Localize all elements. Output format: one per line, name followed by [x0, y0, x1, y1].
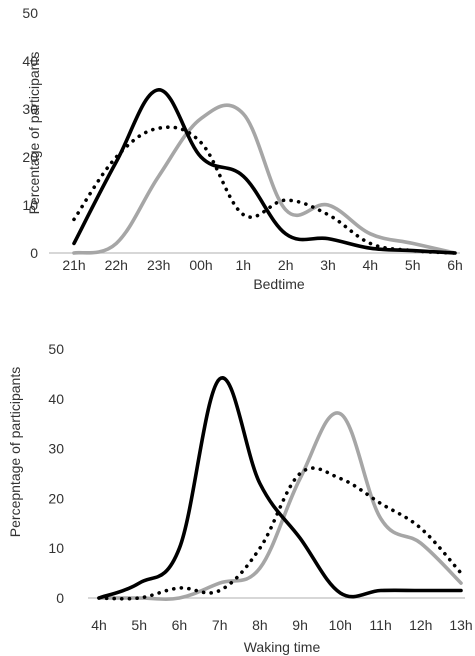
waking-series-line-2: [97, 411, 463, 601]
bedtime-x-tick-label: 1h: [236, 257, 252, 273]
waking-x-tick-label: 9h: [292, 617, 308, 633]
waking-y-tick-label: 40: [48, 391, 64, 407]
bedtime-x-axis-label: Bedtime: [253, 276, 305, 292]
waking-x-axis-label: Waking time: [244, 639, 321, 655]
bedtime-series-line-2: [72, 103, 457, 255]
waking-x-tick-label: 4h: [91, 617, 107, 633]
bedtime-x-tick-label: 4h: [363, 257, 379, 273]
waking-y-tick-label: 0: [56, 590, 64, 606]
waking-x-tick-label: 13h: [449, 617, 472, 633]
bedtime-x-tick-label: 3h: [320, 257, 336, 273]
bedtime-x-tick-label: 5h: [405, 257, 421, 273]
bedtime-y-tick-labels: 0 10 20 30 40 50: [22, 5, 38, 261]
bedtime-series-line-3: [72, 125, 457, 255]
waking-chart: 0 10 20 30 40 50 4h 5h 6h 7h 8h 9h 10h 11h 12h 13h Wak…: [7, 341, 473, 655]
waking-x-tick-label: 10h: [329, 617, 352, 633]
waking-y-tick-label: 10: [48, 540, 64, 556]
bedtime-x-tick-label: 2h: [278, 257, 294, 273]
waking-series-line-1: [97, 376, 463, 600]
bedtime-chart: 0 10 20 30 40 50 21h 22h 23h 00h 1h 2h 3h 4h 5h 6h Bed…: [22, 5, 462, 292]
bedtime-series-group: [72, 88, 457, 255]
waking-x-tick-labels: 4h 5h 6h 7h 8h 9h 10h 11h 12h 13h: [91, 617, 472, 633]
bedtime-y-tick-label: 50: [22, 5, 38, 21]
waking-x-tick-label: 5h: [131, 617, 147, 633]
bedtime-x-tick-label: 21h: [62, 257, 85, 273]
waking-x-tick-label: 7h: [212, 617, 228, 633]
waking-x-tick-label: 11h: [369, 617, 391, 633]
waking-x-tick-label: 6h: [172, 617, 188, 633]
waking-y-tick-label: 50: [48, 341, 64, 357]
waking-y-tick-label: 20: [48, 490, 64, 506]
waking-y-axis-label: Percepntage of participants: [7, 367, 23, 537]
waking-series-line-3: [97, 466, 463, 601]
bedtime-x-tick-label: 23h: [147, 257, 170, 273]
bedtime-y-tick-label: 10: [22, 197, 38, 213]
waking-y-tick-label: 30: [48, 441, 64, 457]
bedtime-x-tick-label: 22h: [105, 257, 128, 273]
bedtime-series-line-1: [72, 88, 457, 255]
bedtime-y-tick-label: 20: [22, 149, 38, 165]
bedtime-x-tick-label: 6h: [447, 257, 463, 273]
waking-series-group: [97, 376, 463, 601]
bedtime-y-tick-label: 40: [22, 53, 38, 69]
bedtime-x-tick-labels: 21h 22h 23h 00h 1h 2h 3h 4h 5h 6h: [62, 257, 462, 273]
waking-y-tick-labels: 0 10 20 30 40 50: [48, 341, 64, 606]
bedtime-y-tick-label: 0: [30, 245, 38, 261]
bedtime-y-tick-label: 30: [22, 101, 38, 117]
waking-x-tick-label: 12h: [409, 617, 432, 633]
bedtime-x-tick-label: 00h: [189, 257, 212, 273]
waking-x-tick-label: 8h: [252, 617, 268, 633]
bedtime-y-axis-label: Percentage of participants: [26, 52, 42, 215]
